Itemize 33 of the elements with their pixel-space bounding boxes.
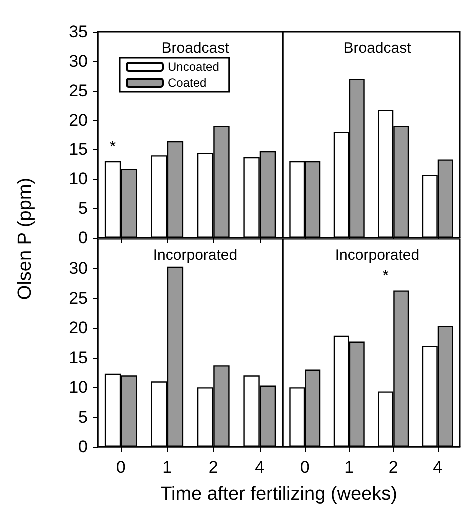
y-axis-title: Olsen P (ppm) [15, 178, 37, 300]
annotation: * [382, 268, 389, 286]
y-tick-label: 30 [69, 259, 88, 278]
y-tick-label: 15 [69, 348, 88, 368]
text: Broadcast [344, 40, 412, 57]
legend-label: Uncoated [168, 60, 220, 74]
legend-label: Coated [168, 76, 207, 90]
x-tick-label: 0 [300, 458, 310, 477]
y-tick-label: 25 [69, 81, 88, 100]
y-tick-label: 0 [78, 438, 88, 456]
y-tick-label: 10 [69, 378, 88, 398]
y-tick-label: 5 [78, 408, 88, 427]
x-axis-title: Time after fertilizing (weeks) [160, 484, 398, 506]
x-tick-label: 2 [208, 458, 218, 477]
text: Broadcast [162, 40, 230, 57]
annotation: * [110, 138, 116, 156]
x-tick-label: 0 [116, 458, 126, 477]
y-tick-label: 20 [69, 318, 88, 338]
y-tick-label: 30 [69, 52, 88, 71]
x-tick-label: 4 [255, 458, 265, 477]
text: Incorporated [153, 247, 238, 264]
y-tick-label: 15 [69, 140, 88, 160]
x-tick-label: 1 [162, 458, 172, 477]
y-tick-label: 0 [78, 228, 88, 248]
text: Incorporated [335, 247, 420, 264]
x-tick-label: 4 [433, 458, 443, 477]
y-tick-label: 35 [69, 22, 88, 42]
y-tick-label: 10 [69, 170, 88, 189]
x-tick-label: 2 [388, 458, 398, 477]
y-tick-label: 5 [78, 199, 88, 218]
y-tick-label: 25 [69, 288, 88, 308]
x-tick-label: 1 [344, 458, 354, 477]
y-tick-label: 20 [69, 110, 88, 130]
